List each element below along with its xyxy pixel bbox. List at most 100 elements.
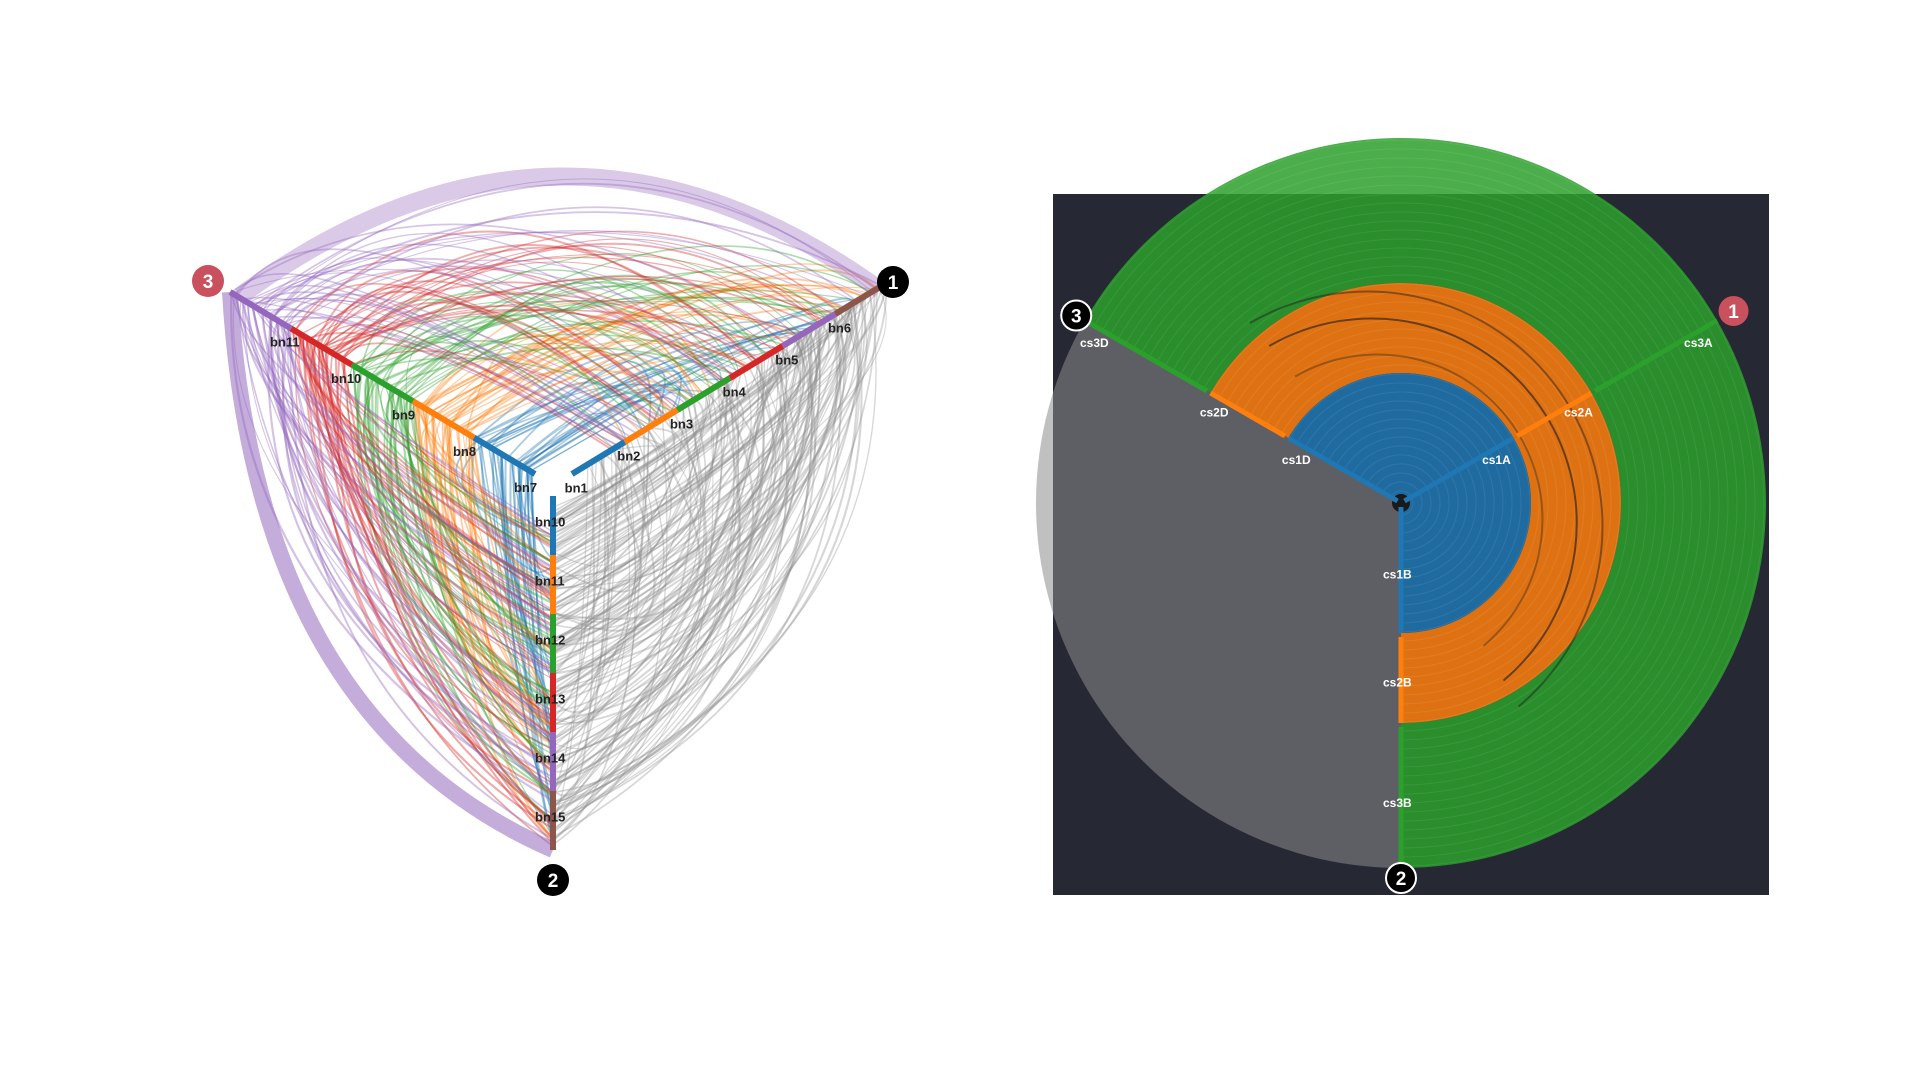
colored-link (491, 448, 554, 623)
left-segment-labels: bn1 bn2 bn3 bn4 bn5 bn6 bn10 bn11 bn12 bn13 bn14 bn… (270, 320, 851, 824)
colored-link (443, 419, 554, 656)
colored-link (258, 178, 873, 310)
gray-link (552, 391, 729, 572)
colored-link (313, 342, 554, 830)
gray-link (552, 331, 808, 809)
colored-link (383, 388, 554, 655)
gray-link (552, 418, 699, 585)
gray-link (552, 455, 610, 714)
colored-link (380, 384, 554, 543)
colored-link (521, 396, 680, 467)
segment-label: bn15 (535, 810, 565, 825)
colored-link (403, 299, 721, 397)
colored-link (457, 428, 554, 728)
colored-link (523, 369, 682, 469)
colored-link (287, 327, 554, 712)
gray-link (552, 304, 853, 601)
colored-link (484, 332, 740, 445)
left-axis-badges: 1 2 3 (192, 265, 909, 896)
segment-label: bn1 (565, 480, 588, 495)
colored-link (450, 310, 712, 425)
colored-link (392, 278, 781, 390)
segment-label: cs3D (1080, 336, 1109, 350)
left-axes (228, 279, 890, 850)
colored-link (322, 230, 839, 348)
colored-link (530, 348, 778, 472)
colored-link (255, 211, 882, 309)
segment-label: cs2D (1200, 405, 1229, 419)
gray-link (552, 351, 775, 756)
colored-link (530, 472, 554, 674)
segment-label: bn14 (535, 751, 566, 766)
gray-link (552, 391, 708, 651)
gray-link (552, 343, 787, 543)
colored-link (436, 286, 844, 417)
gray-link (552, 432, 659, 535)
colored-link (479, 441, 554, 746)
axis-badge-label: 1 (1728, 302, 1739, 323)
colored-link (449, 286, 877, 424)
gray-link (552, 326, 821, 694)
colored-link (287, 326, 554, 782)
gray-link (552, 449, 625, 545)
colored-link (385, 390, 554, 546)
gray-link (552, 316, 832, 842)
colored-link (333, 242, 821, 355)
colored-link (474, 383, 700, 439)
gray-link (552, 289, 877, 517)
colored-link (411, 271, 828, 401)
colored-link (356, 369, 554, 593)
gray-link (552, 454, 606, 773)
gray-link (552, 440, 631, 526)
gray-link (552, 305, 851, 741)
colored-link (324, 348, 554, 822)
colored-link (468, 435, 554, 647)
colored-link (353, 366, 554, 820)
gray-link (552, 360, 760, 563)
colored-link (292, 329, 554, 671)
colored-link (236, 248, 682, 409)
colored-link (380, 315, 665, 420)
colored-link (323, 280, 679, 410)
colored-link (405, 335, 615, 449)
colored-link (436, 327, 704, 416)
colored-link (352, 365, 554, 744)
colored-link (329, 352, 554, 650)
axis-badge-label: 2 (1396, 869, 1407, 890)
colored-link (420, 302, 702, 407)
axis-segment (570, 439, 627, 477)
colored-link (230, 292, 554, 569)
colored-link (421, 277, 864, 408)
colored-link (372, 281, 769, 379)
colored-link (322, 323, 615, 450)
gray-link (552, 332, 806, 696)
segment-label: bn12 (535, 633, 565, 648)
colored-link (269, 315, 554, 772)
colored-link (492, 449, 554, 717)
segment-label: cs2B (1383, 676, 1412, 690)
gray-link (552, 445, 656, 632)
colored-link (448, 423, 554, 727)
colored-link (519, 330, 808, 466)
colored-link (288, 327, 554, 722)
gray-link (552, 302, 859, 814)
colored-link (464, 353, 767, 433)
gray-link (552, 379, 741, 794)
colored-link (460, 269, 878, 431)
colored-link (260, 309, 554, 550)
colored-link (283, 206, 858, 325)
colored-link (272, 232, 734, 377)
segment-label: cs1D (1282, 453, 1311, 467)
colored-link (296, 332, 554, 573)
colored-link (298, 334, 554, 591)
colored-link (465, 433, 554, 587)
colored-link (240, 298, 554, 675)
colored-link (526, 297, 854, 470)
segment-label: cs3A (1684, 336, 1713, 350)
colored-link (315, 270, 676, 413)
right-axes (1083, 318, 1719, 868)
gray-link (552, 353, 771, 832)
colored-link (302, 335, 554, 785)
gray-link (552, 373, 739, 519)
colored-link (521, 364, 722, 468)
